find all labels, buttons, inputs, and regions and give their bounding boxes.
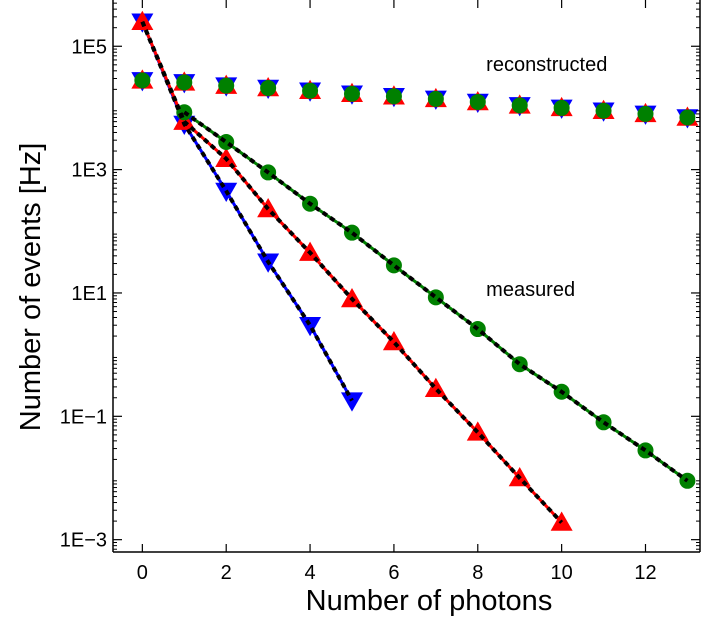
axes: 0 2 4 6 8 10 12 1E5 1E3 1E1 1E−1 1E−3 bbox=[60, 0, 701, 584]
fit-lines bbox=[140, 20, 689, 524]
marker-triangle-down bbox=[299, 316, 322, 337]
marker-triangle-up bbox=[131, 10, 154, 30]
y-tick-label: 1E5 bbox=[71, 36, 107, 58]
x-tick-label: 8 bbox=[472, 562, 483, 584]
y-tick-label: 1E−1 bbox=[60, 406, 107, 428]
y-tick-label: 1E3 bbox=[71, 160, 107, 182]
series-lines bbox=[140, 21, 689, 524]
fit-line bbox=[183, 110, 689, 483]
series-markers bbox=[131, 10, 699, 531]
marker-circle bbox=[679, 109, 696, 126]
marker-circle bbox=[427, 289, 444, 306]
x-tick-label: 0 bbox=[137, 562, 148, 584]
marker-circle bbox=[218, 134, 235, 151]
marker-circle bbox=[595, 102, 612, 119]
x-tick-label: 4 bbox=[305, 562, 316, 584]
marker-circle bbox=[218, 77, 235, 94]
y-tick-label: 1E−3 bbox=[60, 530, 107, 552]
y-tick-label: 1E1 bbox=[71, 283, 107, 305]
marker-circle bbox=[134, 72, 151, 89]
fit-line bbox=[140, 20, 564, 524]
marker-circle bbox=[385, 257, 402, 274]
marker-circle bbox=[385, 88, 402, 105]
marker-triangle-down bbox=[340, 392, 363, 412]
marker-circle bbox=[511, 97, 528, 114]
marker-circle bbox=[427, 90, 444, 107]
y-axis-label: Number of events [Hz] bbox=[15, 143, 47, 432]
x-tick-label: 12 bbox=[634, 562, 656, 584]
marker-circle bbox=[176, 74, 193, 91]
marker-circle bbox=[343, 85, 360, 102]
annotation-measured: measured bbox=[486, 279, 575, 301]
marker-circle bbox=[553, 99, 570, 116]
marker-circle bbox=[469, 93, 486, 110]
marker-circle bbox=[260, 80, 277, 97]
x-axis-label: Number of photons bbox=[306, 585, 553, 617]
x-tick-label: 10 bbox=[551, 562, 573, 584]
marker-circle bbox=[302, 82, 319, 99]
x-tick-label: 2 bbox=[221, 562, 232, 584]
marker-triangle-up bbox=[382, 331, 405, 351]
x-tick-label: 6 bbox=[388, 562, 399, 584]
annotation-reconstructed: reconstructed bbox=[486, 54, 607, 76]
marker-circle bbox=[637, 105, 654, 122]
